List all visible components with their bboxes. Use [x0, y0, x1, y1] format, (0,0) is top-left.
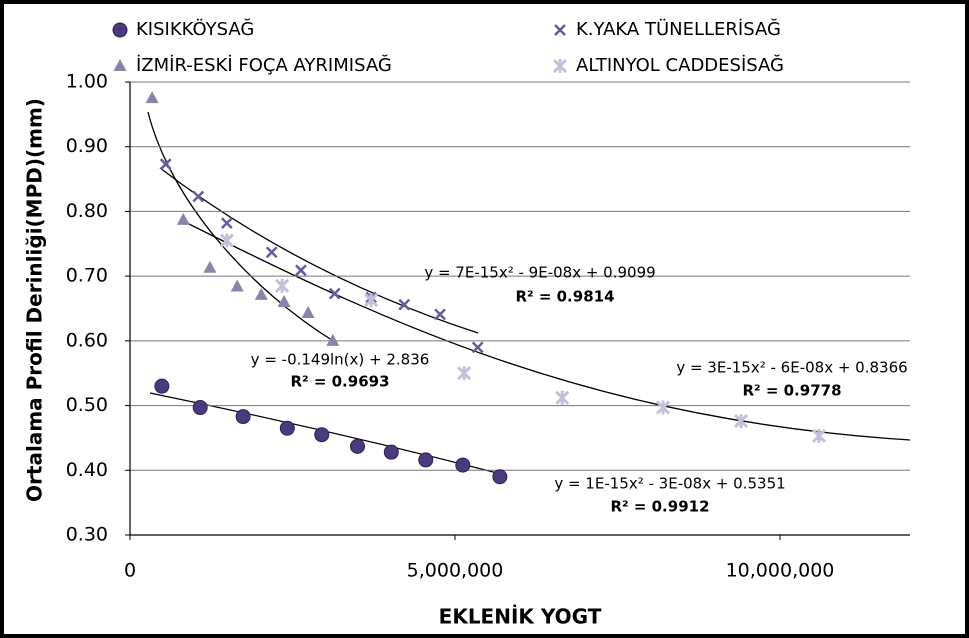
x-tick-label: 10,000,000	[726, 560, 835, 582]
point	[418, 452, 434, 468]
point	[220, 217, 233, 229]
point	[154, 378, 170, 394]
point	[811, 428, 827, 444]
trend-r2: R² = 0.9912	[610, 498, 709, 516]
y-tick-label: 0.80	[66, 200, 108, 222]
point	[434, 308, 446, 321]
trend-equation: y = 1E-15x² - 3E-08x + 0.5351	[554, 475, 785, 493]
point	[254, 287, 268, 300]
legend-label: ALTINYOL CADDESİSAĞ	[576, 54, 784, 76]
point	[350, 438, 365, 454]
point	[328, 287, 341, 300]
y-axis-title: Ortalama Profil Derinliği(MPD)(mm)	[23, 98, 47, 502]
point	[265, 246, 278, 259]
point	[192, 190, 205, 203]
y-tick-label: 0.30	[66, 524, 108, 546]
x-axis-title: EKLENİK YOGT	[439, 605, 602, 629]
legend-marker	[112, 22, 128, 38]
legend-label: K.YAKA TÜNELLERİSAĞ	[576, 18, 781, 40]
point	[235, 409, 251, 425]
point	[471, 341, 484, 354]
point	[655, 400, 671, 415]
trendline	[184, 221, 911, 441]
y-tick-label: 1.00	[66, 71, 108, 93]
y-tick-label: 0.90	[66, 135, 108, 157]
y-tick-label: 0.70	[66, 265, 108, 287]
y-tick-label: 0.40	[66, 459, 108, 481]
legend-label: İZMİR-ESKİ FOÇA AYRIMISAĞ	[136, 54, 392, 76]
legend-marker	[113, 59, 127, 71]
point	[295, 264, 307, 277]
point	[492, 469, 508, 485]
trend-equation: y = 3E-15x² - 6E-08x + 0.8366	[676, 359, 907, 377]
x-tick-label: 0	[124, 560, 136, 582]
point	[383, 444, 399, 460]
point	[219, 233, 234, 248]
point	[555, 390, 570, 405]
point	[145, 91, 159, 104]
point	[230, 279, 244, 292]
legend-label: KISIKKÖYSAĞ	[136, 18, 254, 40]
point	[326, 333, 340, 346]
point	[301, 306, 315, 319]
trend-r2: R² = 0.9778	[742, 382, 841, 400]
point	[203, 260, 217, 273]
point	[277, 295, 291, 308]
y-tick-label: 0.60	[66, 329, 108, 351]
point	[455, 457, 471, 473]
point	[176, 212, 190, 225]
trend-r2: R² = 0.9814	[515, 288, 614, 306]
trend-equation: y = 7E-15x² - 9E-08x + 0.9099	[424, 264, 655, 282]
point	[398, 298, 411, 311]
x-tick-label: 5,000,000	[407, 560, 504, 582]
legend-marker	[554, 24, 566, 36]
point	[192, 400, 208, 416]
point	[314, 427, 330, 443]
legend-marker	[552, 58, 568, 74]
trend-r2: R² = 0.9693	[290, 373, 389, 391]
point	[364, 293, 379, 308]
point	[159, 158, 172, 171]
y-tick-label: 0.50	[66, 394, 108, 416]
point	[275, 278, 290, 293]
point	[457, 366, 472, 381]
point	[279, 420, 295, 436]
trend-equation: y = -0.149ln(x) + 2.836	[251, 351, 430, 369]
point	[733, 414, 749, 429]
